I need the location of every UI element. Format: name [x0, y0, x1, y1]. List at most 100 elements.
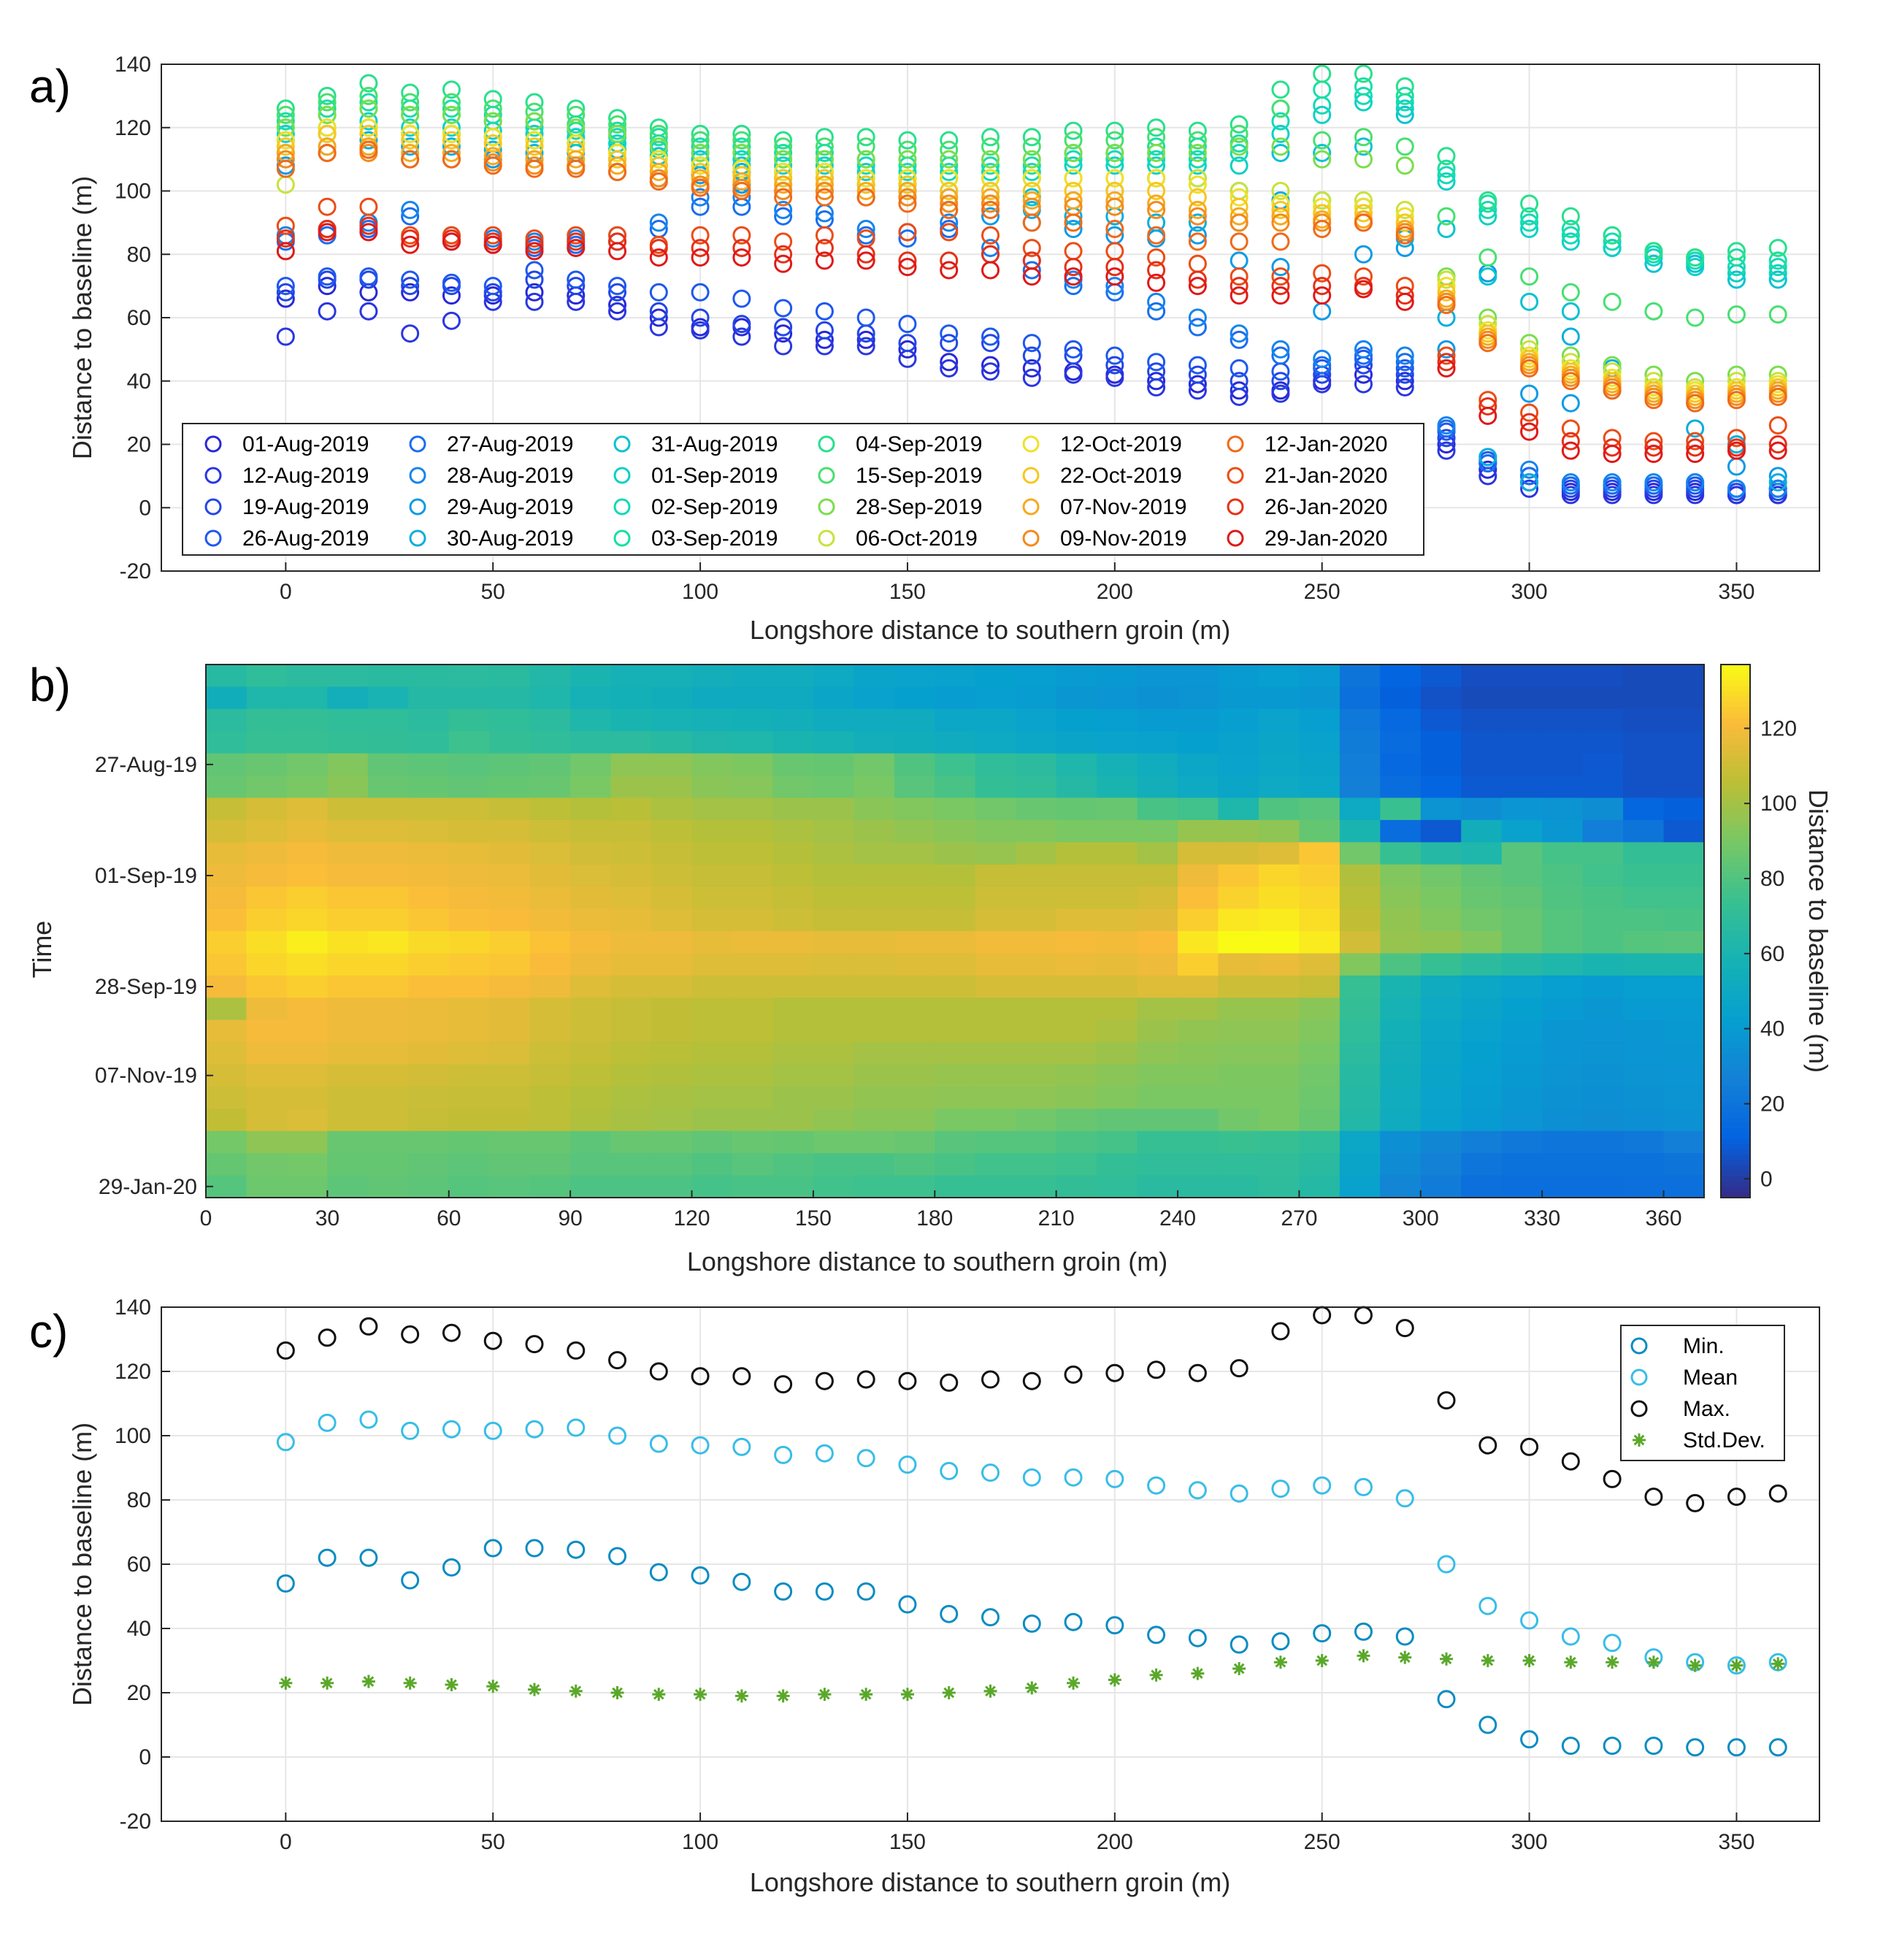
panel-a-point [401, 229, 420, 248]
heatmap-cell [489, 1130, 531, 1154]
colorbar-segment [1721, 968, 1750, 974]
heatmap-cell [246, 1064, 288, 1087]
panel-a-point [1147, 302, 1166, 321]
heatmap-cell [935, 1019, 976, 1043]
heatmap-cell [206, 686, 248, 710]
heatmap-cell [1461, 998, 1503, 1021]
heatmap-cell [1380, 975, 1422, 998]
heatmap-cell [206, 1019, 248, 1043]
heatmap-cell [732, 1130, 774, 1154]
heatmap-cell [1663, 931, 1705, 954]
heatmap-cell [854, 797, 895, 821]
heatmap-cell [1542, 776, 1584, 799]
legend-entry-label: 30-Aug-2019 [447, 527, 573, 551]
heatmap-cell [206, 731, 248, 754]
heatmap-cell [772, 953, 814, 976]
heatmap-cell [1016, 908, 1057, 932]
colorbar-tick-label: 20 [1760, 1092, 1784, 1116]
panel-c-point [940, 1604, 959, 1623]
panel-a-point [1105, 143, 1124, 162]
panel-a-point [1395, 201, 1414, 220]
panel-a-point [567, 105, 586, 124]
panel-c-point [981, 1370, 1000, 1389]
colorbar-segment [1721, 1122, 1750, 1129]
panel-a-point [1064, 156, 1083, 175]
heatmap-cell [1299, 908, 1340, 932]
heatmap-cell [1663, 998, 1705, 1021]
panel-c-point-stddev [1315, 1654, 1329, 1667]
panel-a-point [1105, 267, 1124, 286]
panel-c-ytick-label: 140 [115, 1295, 151, 1320]
panel-a-point [1478, 460, 1497, 479]
heatmap-cell [1218, 953, 1259, 976]
panel-a-point [525, 93, 544, 112]
heatmap-cell [1137, 908, 1178, 932]
heatmap-cell [894, 1175, 935, 1198]
panel-a-axes-box [161, 64, 1820, 572]
panel-c-point [1105, 1616, 1124, 1635]
heatmap-cell [1218, 686, 1259, 710]
heatmap-cell [1663, 908, 1705, 932]
heatmap-cell [1016, 1153, 1057, 1176]
heatmap-cell [529, 1175, 571, 1198]
panel-c-point [1437, 1555, 1456, 1574]
heatmap-cell [1218, 753, 1259, 776]
heatmap-cell [1097, 1019, 1138, 1043]
heatmap-cell [732, 708, 774, 732]
panel-a-point [940, 251, 959, 270]
heatmap-cell [1258, 708, 1300, 732]
panel-c-point-stddev [818, 1688, 832, 1701]
heatmap-cell [975, 887, 1016, 910]
colorbar-segment [1721, 797, 1750, 804]
panel-c-point [981, 1608, 1000, 1627]
legend-entry-label: Mean [1683, 1366, 1738, 1390]
panel-a-point [940, 188, 959, 207]
heatmap-cell [1582, 864, 1624, 887]
heatmap-cell [854, 708, 895, 732]
panel-c-point-stddev [610, 1686, 624, 1699]
heatmap-cell [854, 908, 895, 932]
colorbar-segment [1721, 1048, 1750, 1054]
legend-entry-label: Std.Dev. [1683, 1428, 1765, 1452]
star-stroke [1109, 1674, 1121, 1685]
panel-a-point [1105, 191, 1124, 210]
panel-a-point [774, 207, 793, 226]
heatmap-cell [651, 1153, 693, 1176]
heatmap-cell [854, 1086, 895, 1109]
heatmap-cell [1420, 1130, 1462, 1154]
heatmap-cell [1501, 776, 1543, 799]
panel-a-point [1147, 362, 1166, 381]
heatmap-cell [1097, 1175, 1138, 1198]
panel-a-point [774, 254, 793, 273]
star-stroke [819, 1688, 830, 1700]
panel-a-point [1768, 467, 1787, 486]
panel-c-point [1644, 1488, 1663, 1507]
colorbar-segment [1721, 1165, 1750, 1172]
heatmap-cell [1056, 1042, 1097, 1065]
heatmap-cell [975, 776, 1016, 799]
heatmap-cell [813, 819, 854, 843]
panel-a-point [1188, 308, 1207, 327]
heatmap-cell [935, 908, 976, 932]
panel-a-point [608, 143, 627, 162]
panel-a-point [1313, 264, 1332, 283]
heatmap-cell [489, 665, 531, 688]
heatmap-cell [1178, 1086, 1219, 1109]
heatmap-cell [448, 1064, 490, 1087]
heatmap-cell [610, 953, 652, 976]
heatmap-cell [813, 842, 854, 865]
heatmap-cell [367, 842, 409, 865]
legend-marker [204, 467, 222, 484]
heatmap-cell [327, 864, 369, 887]
panel-a-point [276, 242, 295, 261]
heatmap-cell [206, 998, 248, 1021]
panel-c-point [483, 1331, 502, 1350]
heatmap-cell [489, 1153, 531, 1176]
panel-a-point [1561, 419, 1580, 438]
panel-a-point [981, 137, 1000, 156]
legend-box [1620, 1325, 1785, 1461]
legend-marker [818, 529, 835, 547]
heatmap-cell [1501, 686, 1543, 710]
heatmap-cell [1097, 998, 1138, 1021]
heatmap-cell [610, 665, 652, 688]
